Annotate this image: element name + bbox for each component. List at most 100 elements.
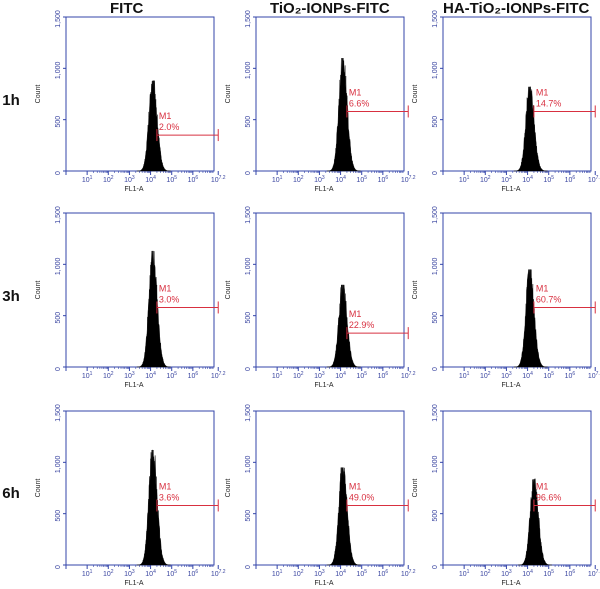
y-axis-label: Count [35,281,42,300]
gate-percent-label: 6.6% [349,98,370,108]
x-tick-label: 103 [314,175,325,184]
histogram-panel: 0 500 1,000 1,500 101 102 103 104 105 106 107.2 FL1… [35,206,226,389]
y-tick-label: 0 [55,171,62,175]
gate-percent-label: 49.0% [349,492,375,502]
column-header-ha-tio2-ionps-fitc: HA-TiO₂-IONPs-FITC [443,0,590,17]
x-axis-label: FL1-A [124,580,143,587]
x-tick-label: 102 [293,371,304,380]
y-tick-label: 500 [432,312,439,324]
x-tick-label: 105 [166,175,177,184]
gate-name-label: M1 [159,111,172,121]
gate-name-label: M1 [349,309,362,319]
y-tick-label: 0 [245,171,252,175]
x-tick-label: 101 [82,175,93,184]
x-tick-label: 104 [335,175,346,184]
x-tick-label: 103 [124,175,135,184]
x-tick-label: 102 [103,175,114,184]
y-tick-label: 1,000 [432,455,439,473]
x-axis-label: FL1-A [501,580,520,587]
column-header-tio2-ionps-fitc: TiO₂-IONPs-FITC [270,0,390,17]
x-axis-label: FL1-A [314,580,333,587]
gate-percent-label: 2.0% [159,122,180,132]
x-tick-label: 103 [314,371,325,380]
x-tick-label: 106 [378,569,389,578]
x-tick-label: 107.2 [588,569,600,578]
histogram-peak [136,80,171,172]
x-tick-label: 102 [480,371,491,380]
x-tick-label: 104 [145,371,156,380]
y-tick-label: 0 [55,565,62,569]
gate-percent-label: 3.0% [159,294,180,304]
x-tick-label: 105 [543,569,554,578]
histogram-panel: 0 500 1,000 1,500 101 102 103 104 105 106 107.2 FL1… [412,206,600,389]
x-tick-label: 106 [565,371,576,380]
y-tick-label: 0 [432,367,439,371]
plot-frame [65,410,215,566]
y-tick-label: 1,000 [55,257,62,275]
y-tick-label: 1,000 [245,61,252,79]
y-tick-label: 1,500 [245,10,252,28]
x-tick-label: 104 [145,569,156,578]
y-axis-label: Count [412,85,419,104]
x-tick-label: 107.2 [211,175,226,184]
x-tick-label: 101 [459,175,470,184]
row-label-6h: 6h [2,485,20,502]
histogram-panel: 0 500 1,000 1,500 101 102 103 104 105 106 107.2 FL1… [225,10,416,193]
gate-percent-label: 22.9% [349,320,375,330]
y-tick-label: 1,000 [432,257,439,275]
histogram-peak [513,86,548,172]
histogram-peak [518,478,552,566]
histogram-peak [136,250,171,368]
x-tick-label: 104 [145,175,156,184]
x-axis-label: FL1-A [314,382,333,389]
y-axis-label: Count [225,479,232,498]
y-tick-label: 500 [245,510,252,522]
histogram-panel: 0 500 1,000 1,500 101 102 103 104 105 106 107.2 FL1… [225,404,416,587]
y-tick-label: 1,500 [432,10,439,28]
plot-frame [65,212,215,368]
plot-frame [442,212,592,368]
gate-percent-label: 14.7% [536,98,562,108]
x-tick-label: 106 [188,175,199,184]
x-tick-label: 103 [501,371,512,380]
plot-frame [442,410,592,566]
x-tick-label: 103 [124,569,135,578]
gate-name-label: M1 [536,283,549,293]
y-tick-label: 1,500 [55,206,62,224]
x-tick-label: 105 [166,569,177,578]
x-tick-label: 103 [314,569,325,578]
y-tick-label: 1,000 [245,257,252,275]
y-tick-label: 1,500 [55,10,62,28]
x-tick-label: 106 [565,175,576,184]
y-axis-label: Count [225,281,232,300]
y-tick-label: 1,500 [432,404,439,422]
x-tick-label: 102 [293,569,304,578]
plot-frame [255,410,405,566]
x-tick-label: 102 [480,569,491,578]
x-tick-label: 106 [378,371,389,380]
x-tick-label: 101 [82,569,93,578]
x-tick-label: 104 [522,569,533,578]
plot-frame [442,16,592,172]
y-tick-label: 500 [432,510,439,522]
y-tick-label: 0 [432,565,439,569]
x-tick-label: 103 [501,175,512,184]
histogram-peak [326,284,361,368]
x-tick-label: 107.2 [588,175,600,184]
x-tick-label: 107.2 [401,569,416,578]
x-tick-label: 107.2 [211,371,226,380]
y-tick-label: 500 [55,510,62,522]
x-tick-label: 103 [124,371,135,380]
y-axis-label: Count [412,479,419,498]
x-axis-label: FL1-A [501,186,520,193]
x-tick-label: 104 [522,371,533,380]
y-tick-label: 1,000 [55,61,62,79]
x-tick-label: 102 [103,371,114,380]
x-tick-label: 105 [356,175,367,184]
x-tick-label: 103 [501,569,512,578]
x-tick-label: 101 [272,175,283,184]
x-tick-label: 102 [293,175,304,184]
y-tick-label: 1,500 [432,206,439,224]
y-axis-label: Count [35,479,42,498]
